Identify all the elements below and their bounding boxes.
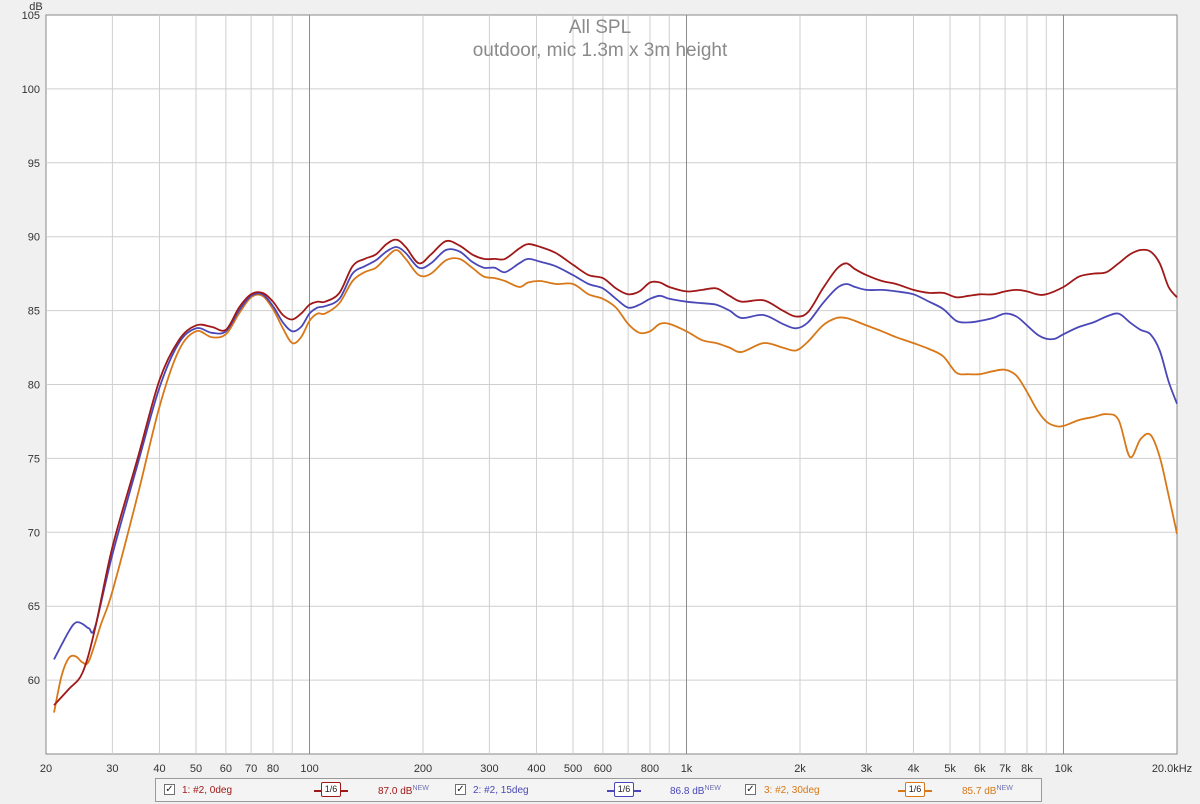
x-tick-label: 50 <box>190 763 202 775</box>
series-2-level: 86.8 dBNEW <box>670 785 721 797</box>
x-tick-label: 300 <box>480 763 498 775</box>
legend: ✓ 1: #2, 0deg 1/6 87.0 dBNEW ✓ 2: #2, 15… <box>155 778 1042 802</box>
y-tick-label: 95 <box>28 158 40 170</box>
series-2-name: 2: #2, 15deg <box>473 785 529 796</box>
x-tick-label: 800 <box>641 763 659 775</box>
y-tick-label: 60 <box>28 675 40 687</box>
y-tick-label: 105 <box>22 10 40 22</box>
x-tick-label: 7k <box>999 763 1011 775</box>
x-tick-label: 6k <box>974 763 986 775</box>
series-1-name: 1: #2, 0deg <box>182 785 233 796</box>
x-tick-label: 2k <box>794 763 806 775</box>
x-tick-label: 8k <box>1021 763 1033 775</box>
series-1-line <box>53 238 1178 706</box>
series-3-name: 3: #2, 30deg <box>764 785 820 796</box>
y-tick-label: 100 <box>22 84 40 96</box>
series-3-level: 85.7 dBNEW <box>962 785 1013 797</box>
x-tick-label: 600 <box>594 763 612 775</box>
spl-chart: 60 65 70 75 80 85 90 95 100 105 20 30 40 50 60 70 80 100… <box>21 1 1193 775</box>
y-tick-label: 80 <box>28 380 40 392</box>
x-tick-label: 1k <box>681 763 693 775</box>
series-3-checkbox[interactable]: ✓ <box>745 784 756 795</box>
x-tick-label: 5k <box>944 763 956 775</box>
y-tick-label: 85 <box>28 306 40 318</box>
x-tick-label: 60 <box>220 763 232 775</box>
x-tick-label: 100 <box>300 763 318 775</box>
series-2-badge: NEW <box>704 785 721 792</box>
x-tick-label: 40 <box>153 763 165 775</box>
y-tick-label: 90 <box>28 232 40 244</box>
series-2-smoothing-button[interactable]: 1/6 <box>614 782 634 797</box>
spl-chart-svg: 60 65 70 75 80 85 90 95 100 105 20 30 40 50 60 70 80 100… <box>21 1 1193 775</box>
series-3-line <box>53 249 1178 713</box>
x-tick-label: 4k <box>908 763 920 775</box>
x-tick-label: 10k <box>1055 763 1073 775</box>
y-tick-label: 75 <box>28 453 40 465</box>
series-1-smoothing-button[interactable]: 1/6 <box>321 782 341 797</box>
x-tick-label: 20 <box>40 763 52 775</box>
series-1-checkbox[interactable]: ✓ <box>164 784 175 795</box>
series-3-badge: NEW <box>996 785 1013 792</box>
series-2-line <box>53 246 1178 660</box>
series-1-level: 87.0 dBNEW <box>378 785 429 797</box>
chart-title: All SPL <box>569 17 631 38</box>
y-tick-label: 70 <box>28 527 40 539</box>
x-tick-label: 500 <box>564 763 582 775</box>
chart-subtitle: outdoor, mic 1.3m x 3m height <box>473 40 728 61</box>
x-tick-label: 30 <box>106 763 118 775</box>
x-tick-label: 20.0kHz <box>1152 763 1192 775</box>
series-2-checkbox[interactable]: ✓ <box>455 784 466 795</box>
series-1-badge: NEW <box>412 785 429 792</box>
x-tick-label: 70 <box>245 763 257 775</box>
x-tick-label: 80 <box>267 763 279 775</box>
x-tick-label: 3k <box>861 763 873 775</box>
series-3-smoothing-button[interactable]: 1/6 <box>905 782 925 797</box>
x-tick-label: 400 <box>527 763 545 775</box>
x-tick-label: 200 <box>414 763 432 775</box>
y-tick-label: 65 <box>28 601 40 613</box>
y-axis-label: dB <box>29 1 42 13</box>
